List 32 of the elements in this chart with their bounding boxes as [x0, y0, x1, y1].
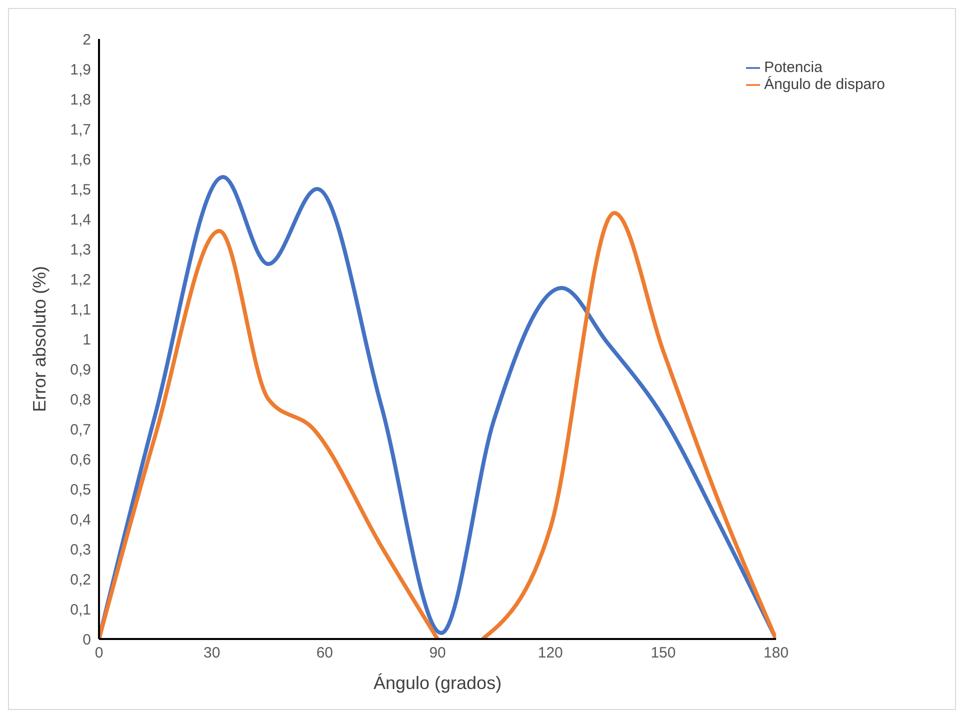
y-tick-label: 1,8 — [70, 91, 91, 108]
x-tick-label: 120 — [538, 644, 563, 662]
y-axis-title: Error absoluto (%) — [29, 266, 50, 412]
x-tick-label: 0 — [94, 644, 104, 662]
y-tick-label: 1,3 — [70, 241, 91, 258]
y-tick-label: 1,7 — [70, 121, 91, 138]
x-axis-title: Ángulo (grados) — [373, 673, 502, 693]
y-tick-label: 2 — [82, 31, 91, 48]
y-tick-label: 0,7 — [70, 421, 91, 438]
y-tick-label: 1,6 — [70, 151, 91, 168]
y-tick-label: 1,4 — [70, 211, 91, 228]
x-tick-label: 30 — [204, 644, 220, 662]
y-tick-label: 1,2 — [70, 271, 91, 288]
y-tick-label: 0,2 — [70, 571, 91, 588]
y-tick-label: 0,4 — [70, 511, 91, 528]
y-tick-label: 0,1 — [70, 601, 91, 618]
y-tick-label: 0,9 — [70, 361, 91, 378]
y-tick-label: 0,8 — [70, 391, 91, 408]
x-tick-label: 150 — [650, 644, 676, 662]
legend-label: Potencia — [764, 59, 822, 76]
y-tick-label: 0,6 — [70, 451, 91, 468]
y-tick-label: 0,5 — [70, 481, 91, 498]
y-tick-label: 1,1 — [70, 301, 91, 318]
x-tick-label: 60 — [316, 644, 334, 662]
y-tick-label: 0 — [82, 631, 91, 648]
y-tick-label: 0,3 — [70, 541, 91, 558]
x-tick-label: 180 — [764, 644, 789, 662]
legend-label: Ángulo de disparo — [764, 76, 885, 93]
x-tick-label: 90 — [429, 644, 446, 662]
y-tick-label: 1 — [82, 331, 91, 348]
y-tick-label: 1,9 — [70, 61, 91, 78]
y-tick-label: 1,5 — [70, 181, 91, 198]
